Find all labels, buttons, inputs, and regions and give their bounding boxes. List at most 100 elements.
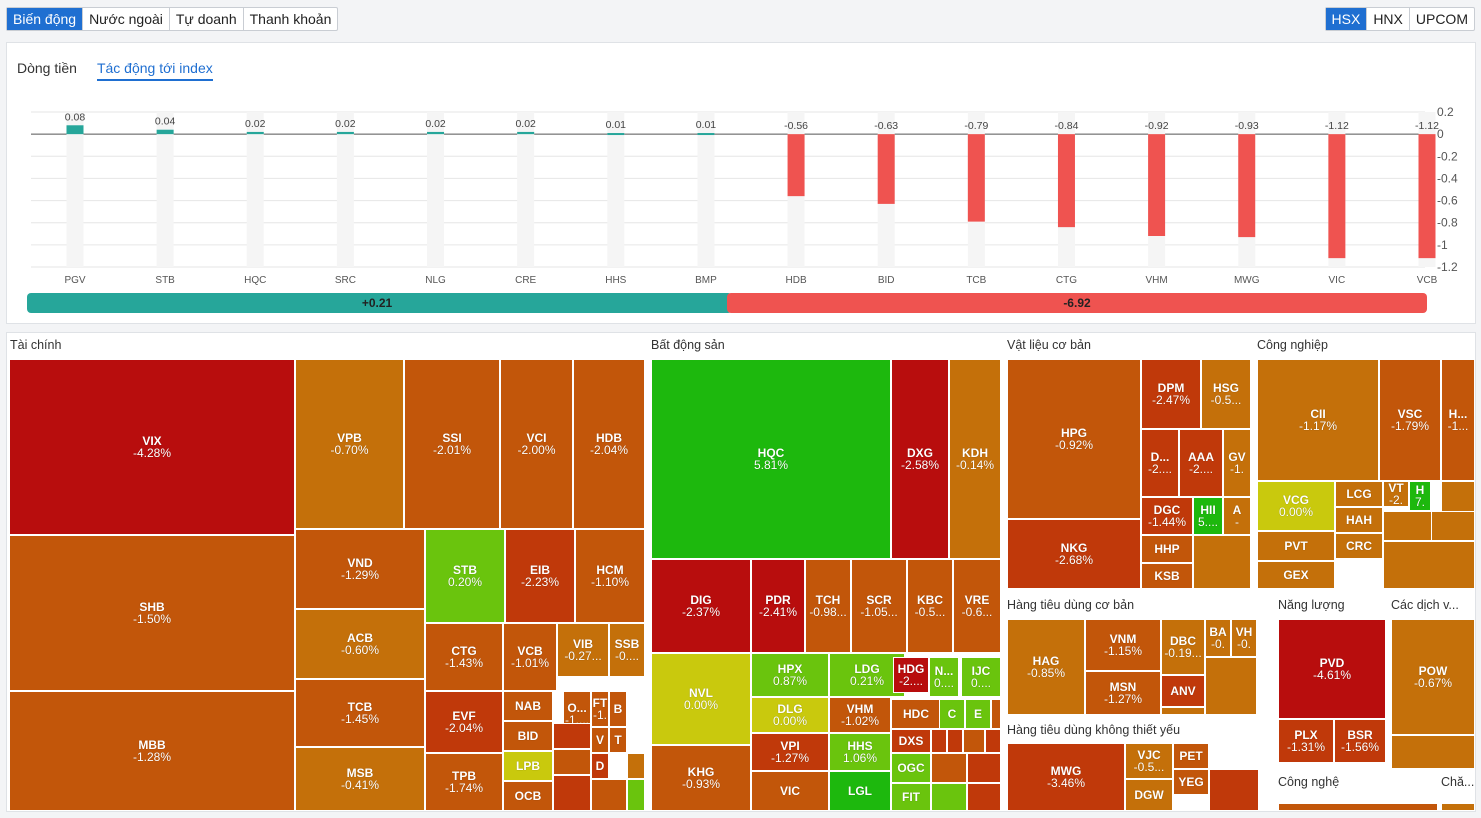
tile-vsc[interactable]: VSC -1.79% (1379, 359, 1441, 481)
tile-anv[interactable]: ANV (1161, 675, 1205, 707)
tile-lpb[interactable]: LPB (503, 751, 553, 781)
tile-ssi[interactable]: SSI -2.01% (404, 359, 500, 529)
tile-vhm[interactable]: VHM -1.02% (829, 697, 891, 733)
tile-fit[interactable]: FIT (891, 783, 931, 811)
tile-khg[interactable]: KHG -0.93% (651, 745, 751, 811)
tile-vcb[interactable]: VCB -1.01% (503, 623, 557, 691)
tile-b[interactable]: B (609, 691, 627, 727)
tile-small[interactable] (947, 729, 963, 753)
tab-tac-dong-toi-index[interactable]: Tác động tới index (96, 60, 213, 81)
tile-pvt[interactable]: PVT (1257, 531, 1335, 561)
tile-bsr[interactable]: BSR -1.56% (1334, 719, 1386, 763)
tile-small[interactable] (985, 729, 1001, 753)
tile-small[interactable] (1391, 735, 1475, 769)
tile-small[interactable] (627, 753, 645, 779)
tile-dpm[interactable]: DPM -2.47% (1141, 359, 1201, 429)
tile-lgl[interactable]: LGL (829, 771, 891, 811)
tile-dlg[interactable]: DLG 0.00% (751, 697, 829, 733)
tile-vic[interactable]: VIC (751, 771, 829, 811)
tile-nkg[interactable]: NKG -2.68% (1007, 519, 1141, 589)
tile-mwg[interactable]: MWG -3.46% (1007, 743, 1125, 811)
tile-scr[interactable]: SCR -1.05... (851, 559, 907, 653)
tile-small[interactable] (553, 723, 591, 749)
tile-msn[interactable]: MSN -1.27% (1085, 671, 1161, 715)
tile-small[interactable] (991, 699, 1001, 729)
tab-nuoc-ngoai[interactable]: Nước ngoài (83, 8, 170, 30)
tile-dgw[interactable]: DGW (1125, 779, 1173, 811)
tile-ocb[interactable]: OCB (503, 781, 553, 811)
tile-c[interactable]: C (939, 699, 965, 729)
tile-dxs[interactable]: DXS (891, 729, 931, 753)
tile-small[interactable] (1161, 707, 1205, 715)
tile-v[interactable]: V (591, 727, 609, 753)
tile-tch[interactable]: TCH -0.98... (805, 559, 851, 653)
tab-thanh-khoan[interactable]: Thanh khoản (249, 11, 332, 27)
tile-small[interactable] (1209, 769, 1259, 811)
tab-upcom[interactable]: UPCOM (1415, 11, 1468, 27)
tile-lcg[interactable]: LCG (1335, 481, 1383, 507)
tile-vt[interactable]: VT -2. (1383, 481, 1409, 507)
tile-hpg[interactable]: HPG -0.92% (1007, 359, 1141, 519)
tile-hhs[interactable]: HHS 1.06% (829, 733, 891, 771)
tile-pvd[interactable]: PVD -4.61% (1278, 619, 1386, 719)
tile-ogc[interactable]: OGC (891, 753, 931, 783)
tile-hdg[interactable]: HDG -2.... (893, 657, 929, 693)
tile-small[interactable] (967, 783, 1001, 811)
tile-vre[interactable]: VRE -0.6... (953, 559, 1001, 653)
tab-tu-doanh[interactable]: Tự doanh (170, 8, 244, 30)
tile-cii[interactable]: CII -1.17% (1257, 359, 1379, 481)
tile-small[interactable] (1278, 803, 1438, 811)
tile-hdb[interactable]: HDB -2.04% (573, 359, 645, 529)
tile-small[interactable] (931, 783, 967, 811)
tile-hqc[interactable]: HQC 5.81% (651, 359, 891, 559)
tile-small[interactable] (967, 753, 1001, 783)
tile-ft[interactable]: FT -1. (591, 691, 609, 727)
tile-h7[interactable]: H 7. (1409, 481, 1431, 511)
tile-vnm[interactable]: VNM -1.15% (1085, 619, 1161, 671)
tile-small[interactable] (963, 729, 985, 753)
tile-hii[interactable]: HII 5.... (1193, 497, 1223, 535)
tile-hx[interactable]: H... -1... (1441, 359, 1475, 481)
tile-small[interactable] (627, 779, 645, 811)
tile-hcm[interactable]: HCM -1.10% (575, 529, 645, 623)
tile-acb[interactable]: ACB -0.60% (295, 609, 425, 679)
tile-small[interactable] (1441, 803, 1475, 811)
tab-hsx[interactable]: HSX (1325, 8, 1368, 30)
tile-small[interactable] (553, 749, 591, 775)
tile-small[interactable] (553, 775, 591, 811)
tile-small[interactable] (591, 779, 627, 811)
tile-small[interactable] (1193, 535, 1251, 589)
tile-tcb[interactable]: TCB -1.45% (295, 679, 425, 747)
tile-vpi[interactable]: VPI -1.27% (751, 733, 829, 771)
tile-hdc[interactable]: HDC (891, 699, 941, 729)
tile-small[interactable] (931, 729, 947, 753)
tile-vcg[interactable]: VCG 0.00% (1257, 481, 1335, 531)
tile-dig[interactable]: DIG -2.37% (651, 559, 751, 653)
tile-vix[interactable]: VIX -4.28% (9, 359, 295, 535)
tile-bid[interactable]: BID (503, 721, 553, 751)
tile-eib[interactable]: EIB -2.23% (505, 529, 575, 623)
tile-dgc[interactable]: DGC -1.44% (1141, 497, 1193, 535)
tile-plx[interactable]: PLX -1.31% (1278, 719, 1334, 763)
tile-ldg[interactable]: LDG 0.21% (829, 653, 905, 697)
tile-e[interactable]: E (965, 699, 991, 729)
tile-pet[interactable]: PET (1173, 743, 1209, 769)
tab-dong-tien[interactable]: Dòng tiền (17, 60, 77, 76)
tile-gv[interactable]: GV -1. (1223, 429, 1251, 497)
tile-pow[interactable]: POW -0.67% (1391, 619, 1475, 735)
tile-stb[interactable]: STB 0.20% (425, 529, 505, 623)
tile-t[interactable]: T (609, 727, 627, 753)
tab-bien-dong[interactable]: Biến động (7, 8, 84, 30)
tile-crc[interactable]: CRC (1335, 533, 1383, 559)
tile-ssb[interactable]: SSB -0.... (609, 623, 645, 677)
tile-evf[interactable]: EVF -2.04% (425, 691, 503, 753)
tile-shb[interactable]: SHB -1.50% (9, 535, 295, 691)
tile-ctg[interactable]: CTG -1.43% (425, 623, 503, 691)
tile-ijc[interactable]: IJC 0.... (961, 657, 1001, 697)
tile-nvl[interactable]: NVL 0.00% (651, 653, 751, 745)
tile-vpb[interactable]: VPB -0.70% (295, 359, 404, 529)
tab-hnx[interactable]: HNX (1367, 8, 1410, 30)
tile-small[interactable] (1431, 511, 1475, 541)
tile-d[interactable]: D (591, 753, 609, 779)
tile-a[interactable]: A- (1223, 497, 1251, 535)
